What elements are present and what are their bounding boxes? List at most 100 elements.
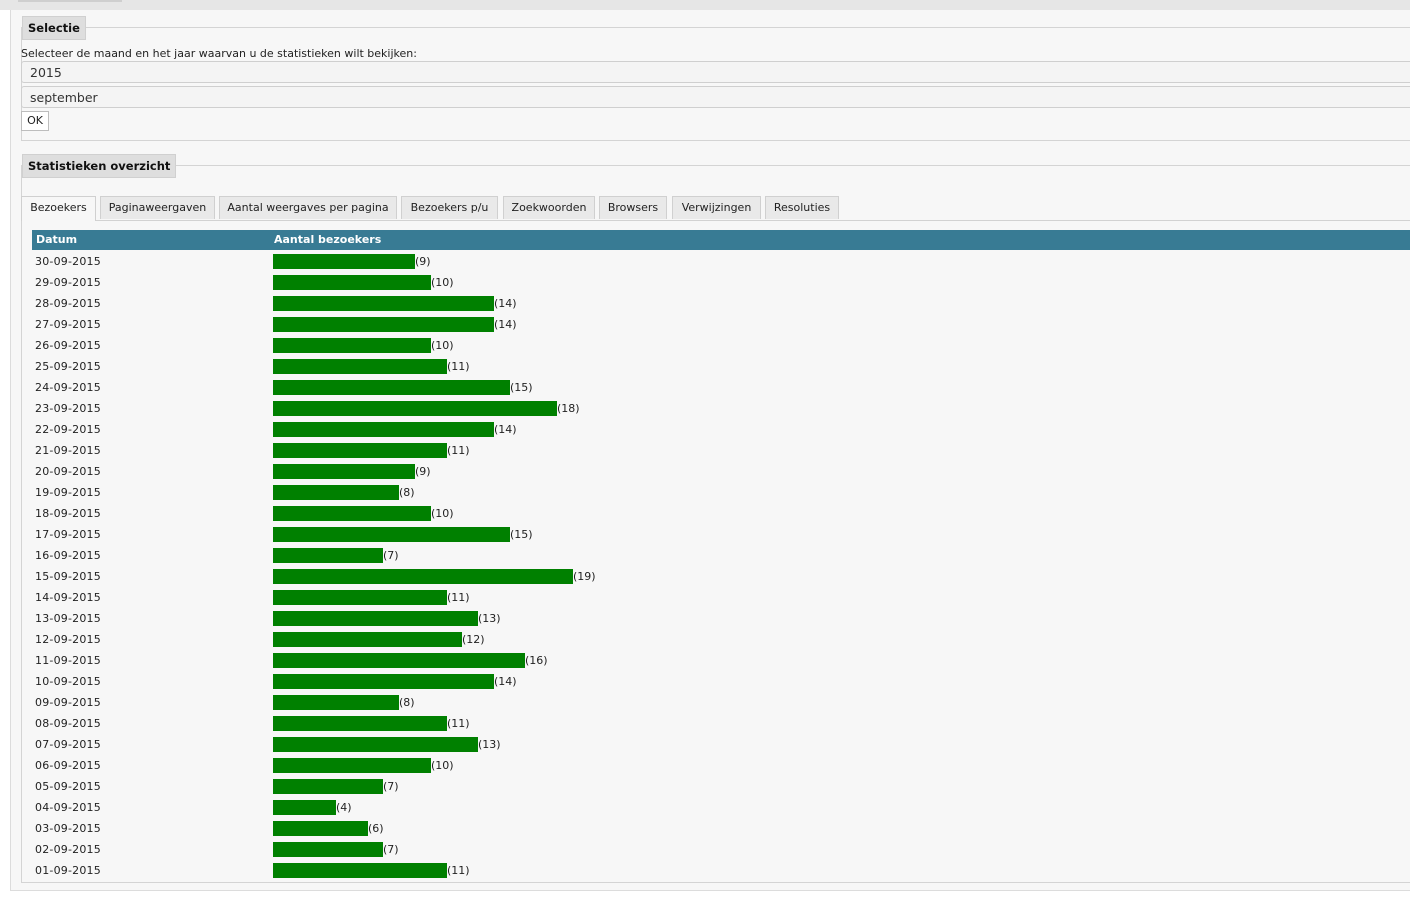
tab-aantal-weergaves-per-pagina[interactable]: Aantal weergaves per pagina	[219, 196, 397, 219]
row-date: 01-09-2015	[35, 864, 101, 877]
table-row: 16-09-2015 (7)	[32, 545, 1410, 566]
bar-value-label: (10)	[431, 339, 454, 352]
bar	[273, 401, 557, 416]
table-row: 23-09-2015 (18)	[32, 398, 1410, 419]
table-row: 11-09-2015 (16)	[32, 650, 1410, 671]
bar-value-label: (10)	[431, 759, 454, 772]
row-date: 15-09-2015	[35, 570, 101, 583]
bar	[273, 842, 383, 857]
bar-value-label: (11)	[447, 360, 470, 373]
bar	[273, 338, 431, 353]
tab-paginaweergaven[interactable]: Paginaweergaven	[100, 196, 215, 219]
year-select[interactable]: 2015	[21, 61, 1410, 83]
bar-value-label: (9)	[415, 465, 431, 478]
column-header-count: Aantal bezoekers	[274, 233, 382, 246]
table-row: 10-09-2015 (14)	[32, 671, 1410, 692]
tab-bezoekers[interactable]: Bezoekers	[21, 196, 96, 221]
bar	[273, 506, 431, 521]
bar	[273, 758, 431, 773]
selection-instruction: Selecteer de maand en het jaar waarvan u…	[21, 47, 417, 60]
bar	[273, 443, 447, 458]
bar-value-label: (14)	[494, 423, 517, 436]
bar-value-label: (18)	[557, 402, 580, 415]
table-row: 09-09-2015 (8)	[32, 692, 1410, 713]
row-date: 05-09-2015	[35, 780, 101, 793]
bar-value-label: (7)	[383, 843, 399, 856]
row-date: 29-09-2015	[35, 276, 101, 289]
statistics-panel: Selectie Selecteer de maand en het jaar …	[10, 10, 1410, 891]
bar-value-label: (11)	[447, 444, 470, 457]
bar	[273, 674, 494, 689]
tab-zoekwoorden[interactable]: Zoekwoorden	[503, 196, 595, 219]
bar	[273, 590, 447, 605]
bar	[273, 653, 525, 668]
bar-value-label: (14)	[494, 297, 517, 310]
row-date: 03-09-2015	[35, 822, 101, 835]
bar-value-label: (14)	[494, 675, 517, 688]
row-date: 28-09-2015	[35, 297, 101, 310]
selection-legend: Selectie	[22, 16, 86, 40]
row-date: 16-09-2015	[35, 549, 101, 562]
tab-resoluties[interactable]: Resoluties	[765, 196, 839, 219]
table-row: 29-09-2015 (10)	[32, 272, 1410, 293]
row-date: 26-09-2015	[35, 339, 101, 352]
table-row: 27-09-2015 (14)	[32, 314, 1410, 335]
bar	[273, 800, 336, 815]
bar	[273, 548, 383, 563]
row-date: 30-09-2015	[35, 255, 101, 268]
bar-value-label: (11)	[447, 864, 470, 877]
table-row: 01-09-2015 (11)	[32, 860, 1410, 881]
row-date: 27-09-2015	[35, 318, 101, 331]
bar	[273, 632, 462, 647]
bar	[273, 737, 478, 752]
bar-value-label: (9)	[415, 255, 431, 268]
bar-value-label: (8)	[399, 486, 415, 499]
bar	[273, 821, 368, 836]
table-header: Datum Aantal bezoekers	[32, 230, 1410, 250]
table-row: 14-09-2015 (11)	[32, 587, 1410, 608]
table-row: 03-09-2015 (6)	[32, 818, 1410, 839]
table-row: 26-09-2015 (10)	[32, 335, 1410, 356]
row-date: 04-09-2015	[35, 801, 101, 814]
month-select[interactable]: september	[21, 86, 1410, 108]
bar-value-label: (4)	[336, 801, 352, 814]
bar	[273, 464, 415, 479]
table-row: 06-09-2015 (10)	[32, 755, 1410, 776]
table-row: 19-09-2015 (8)	[32, 482, 1410, 503]
tab-bezoekers-pu[interactable]: Bezoekers p/u	[401, 196, 498, 219]
bar-value-label: (12)	[462, 633, 485, 646]
bar-value-label: (7)	[383, 549, 399, 562]
row-date: 23-09-2015	[35, 402, 101, 415]
bar-value-label: (7)	[383, 780, 399, 793]
bar-value-label: (15)	[510, 528, 533, 541]
table-row: 28-09-2015 (14)	[32, 293, 1410, 314]
overview-fieldset: Statistieken overzicht Bezoekers Paginaw…	[21, 154, 1410, 883]
bar-value-label: (13)	[478, 738, 501, 751]
row-date: 18-09-2015	[35, 507, 101, 520]
bar-value-label: (11)	[447, 591, 470, 604]
table-row: 21-09-2015 (11)	[32, 440, 1410, 461]
row-date: 12-09-2015	[35, 633, 101, 646]
bar	[273, 779, 383, 794]
ok-button[interactable]: OK	[21, 111, 49, 131]
row-date: 19-09-2015	[35, 486, 101, 499]
table-row: 30-09-2015 (9)	[32, 251, 1410, 272]
tab-browsers[interactable]: Browsers	[599, 196, 667, 219]
bar	[273, 380, 510, 395]
row-date: 21-09-2015	[35, 444, 101, 457]
bar-value-label: (11)	[447, 717, 470, 730]
table-row: 04-09-2015 (4)	[32, 797, 1410, 818]
bar	[273, 716, 447, 731]
bar	[273, 611, 478, 626]
row-date: 10-09-2015	[35, 675, 101, 688]
row-date: 25-09-2015	[35, 360, 101, 373]
top-bar-tab[interactable]	[18, 0, 122, 2]
bar-value-label: (19)	[573, 570, 596, 583]
bar-value-label: (10)	[431, 507, 454, 520]
table-row: 15-09-2015 (19)	[32, 566, 1410, 587]
tab-verwijzingen[interactable]: Verwijzingen	[672, 196, 761, 219]
table-row: 07-09-2015 (13)	[32, 734, 1410, 755]
table-row: 05-09-2015 (7)	[32, 776, 1410, 797]
bar-value-label: (15)	[510, 381, 533, 394]
row-date: 06-09-2015	[35, 759, 101, 772]
